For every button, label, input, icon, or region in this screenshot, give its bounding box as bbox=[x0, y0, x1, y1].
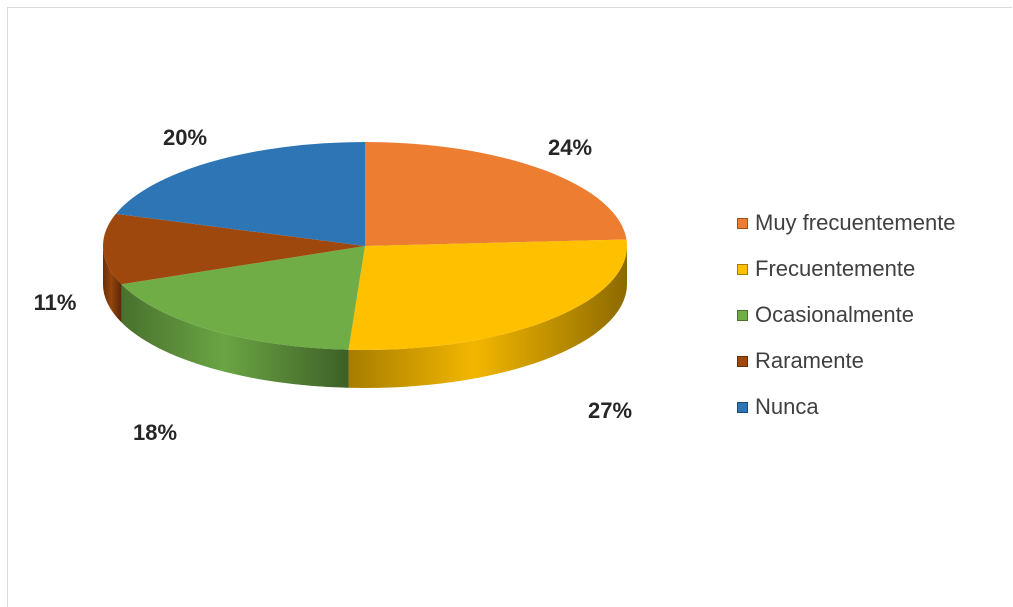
pie-side-raramente bbox=[103, 246, 122, 323]
data-label-nunca: 20% bbox=[163, 125, 207, 150]
legend-label-muy-frecuentemente: Muy frecuentemente bbox=[755, 210, 956, 235]
data-label-frecuentemente: 27% bbox=[588, 398, 632, 423]
legend-item-nunca: Nunca bbox=[737, 384, 956, 430]
legend-label-nunca: Nunca bbox=[755, 394, 819, 419]
legend-swatch-nunca bbox=[737, 401, 748, 413]
legend-swatch-frecuentemente bbox=[737, 263, 748, 275]
pie-side-ocasionalmente bbox=[121, 284, 349, 388]
legend-swatch-ocasionalmente bbox=[737, 309, 748, 321]
legend-item-frecuentemente: Frecuentemente bbox=[737, 246, 956, 292]
data-label-ocasionalmente: 18% bbox=[133, 420, 177, 445]
data-label-muy-frecuentemente: 24% bbox=[548, 135, 592, 160]
legend-item-muy-frecuentemente: Muy frecuentemente bbox=[737, 200, 956, 246]
pie-slice-raramente bbox=[103, 213, 366, 285]
legend-label-ocasionalmente: Ocasionalmente bbox=[755, 302, 914, 327]
data-label-raramente: 11% bbox=[34, 290, 77, 315]
legend-swatch-muy-frecuentemente bbox=[737, 217, 748, 229]
pie-slice-frecuentemente bbox=[348, 239, 627, 350]
pie-slice-nunca bbox=[115, 142, 365, 246]
legend-label-frecuentemente: Frecuentemente bbox=[755, 256, 916, 281]
pie-slice-muy-frecuentemente bbox=[365, 142, 627, 246]
legend-label-raramente: Raramente bbox=[755, 348, 864, 373]
pie-slice-ocasionalmente bbox=[121, 246, 365, 350]
legend: Muy frecuentemente Frecuentemente Ocasiona… bbox=[737, 200, 956, 430]
legend-swatch-raramente bbox=[737, 355, 748, 367]
pie-side-frecuentemente bbox=[348, 246, 627, 388]
legend-item-ocasionalmente: Ocasionalmente bbox=[737, 292, 956, 338]
legend-item-raramente: Raramente bbox=[737, 338, 956, 384]
